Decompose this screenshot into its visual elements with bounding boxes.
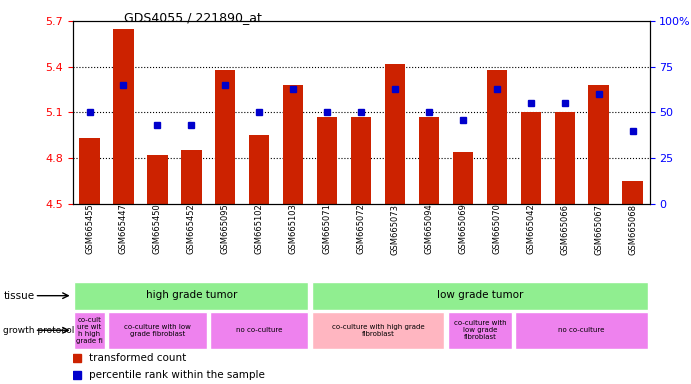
Bar (74, 312, 105, 349)
Text: high grade tumor: high grade tumor (146, 290, 237, 300)
Bar (249, 135, 269, 204)
Text: GSM665455: GSM665455 (85, 204, 94, 254)
Bar (317, 117, 337, 204)
Text: GSM665452: GSM665452 (187, 204, 196, 254)
Text: low grade tumor: low grade tumor (437, 290, 523, 300)
Bar (554, 112, 575, 204)
Text: GSM665070: GSM665070 (492, 204, 501, 254)
Bar (181, 150, 202, 204)
Bar (385, 64, 405, 204)
Text: transformed count: transformed count (89, 353, 187, 363)
Bar (419, 117, 439, 204)
Text: GSM665095: GSM665095 (221, 204, 230, 254)
Text: GSM665068: GSM665068 (628, 204, 637, 255)
Bar (210, 312, 308, 349)
Bar (215, 70, 236, 204)
Text: GSM665066: GSM665066 (560, 204, 569, 255)
Text: GSM665094: GSM665094 (424, 204, 433, 254)
Text: co-cult
ure wit
h high
grade fi: co-cult ure wit h high grade fi (76, 317, 103, 344)
Text: GSM665450: GSM665450 (153, 204, 162, 254)
Bar (108, 312, 207, 349)
Text: GSM665042: GSM665042 (527, 204, 536, 254)
Bar (515, 312, 648, 349)
Bar (448, 312, 512, 349)
Text: co-culture with
low grade
fibroblast: co-culture with low grade fibroblast (453, 320, 506, 340)
Text: GSM665447: GSM665447 (119, 204, 128, 254)
Bar (113, 29, 133, 204)
Text: GSM665102: GSM665102 (255, 204, 264, 254)
Bar (74, 282, 308, 310)
Bar (589, 85, 609, 204)
Bar (453, 152, 473, 204)
Text: co-culture with low
grade fibroblast: co-culture with low grade fibroblast (124, 324, 191, 337)
Text: GSM665071: GSM665071 (323, 204, 332, 254)
Text: GSM665103: GSM665103 (289, 204, 298, 254)
Text: GSM665069: GSM665069 (458, 204, 467, 254)
Text: co-culture with high grade
fibroblast: co-culture with high grade fibroblast (332, 324, 424, 337)
Bar (147, 155, 168, 204)
Bar (312, 312, 444, 349)
Bar (283, 85, 303, 204)
Text: GDS4055 / 221890_at: GDS4055 / 221890_at (124, 12, 263, 25)
Bar (623, 181, 643, 204)
Bar (351, 117, 371, 204)
Text: no co-culture: no co-culture (236, 327, 283, 333)
Text: GSM665072: GSM665072 (357, 204, 366, 254)
Text: percentile rank within the sample: percentile rank within the sample (89, 370, 265, 381)
Bar (79, 138, 100, 204)
Text: no co-culture: no co-culture (558, 327, 605, 333)
Text: GSM665067: GSM665067 (594, 204, 603, 255)
Bar (486, 70, 507, 204)
Bar (520, 112, 541, 204)
Text: GSM665073: GSM665073 (390, 204, 399, 255)
Bar (312, 282, 648, 310)
Text: growth protocol: growth protocol (3, 326, 75, 335)
Text: tissue: tissue (3, 291, 35, 301)
